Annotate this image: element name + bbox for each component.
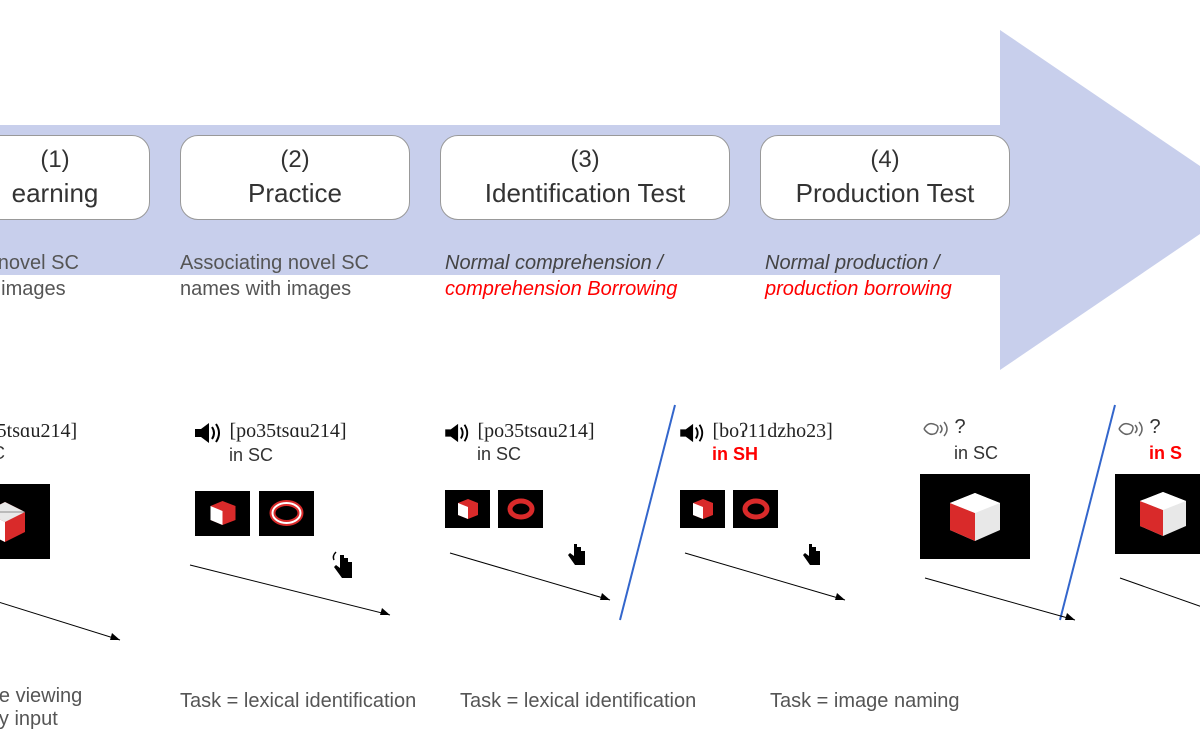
stage-title-1: earning: [0, 178, 129, 209]
stage-box-4: (4) Production Test: [760, 135, 1010, 220]
timeline-arrow-2: [180, 555, 410, 635]
desc-3-line2: comprehension Borrowing: [445, 276, 677, 302]
desc-3: Normal comprehension / comprehension Bor…: [445, 250, 677, 302]
lang-2: in SC: [229, 445, 347, 466]
stage-box-3: (3) Identification Test: [440, 135, 730, 220]
desc-3-line1: Normal comprehension /: [445, 250, 677, 276]
stage-title-2: Practice: [201, 178, 389, 209]
stimulus-image-3b2: [733, 490, 778, 528]
phonetic-3a: [po35tsɑu214]: [477, 420, 594, 442]
phonetic-3b: [boʔ11dzho23]: [712, 420, 832, 442]
desc-4: Normal production / production borrowing: [765, 250, 952, 302]
speaker-icon: [680, 422, 708, 444]
desc-1-line2: with images: [0, 276, 79, 302]
phonetic-1: [po35tsɑu214]: [0, 420, 77, 443]
cube-icon: [205, 498, 240, 528]
desc-2: Associating novel SC names with images: [180, 250, 369, 302]
example-col1: [po35tsɑu214] In SC 果: [0, 420, 77, 586]
example-col3a: [po35tsɑu214] in SC: [445, 420, 595, 533]
stimulus-image-4a: [920, 474, 1030, 559]
cube-icon: [454, 497, 482, 521]
task-1: mage viewing ditory input: [0, 685, 82, 731]
stimulus-image-3b1: [680, 490, 725, 528]
stage-title-4: Production Test: [781, 178, 989, 209]
desc-2-line2: names with images: [180, 276, 369, 302]
stimulus-image-1: [0, 484, 50, 559]
stimulus-image-2a: [195, 491, 250, 536]
task-3: Task = lexical identification: [460, 690, 696, 713]
task-4: Task = image naming: [770, 690, 960, 713]
stage-num-1: (1): [0, 146, 129, 174]
desc-4-line2: production borrowing: [765, 276, 952, 302]
question-4a: ?: [954, 416, 965, 438]
stimulus-image-3a1: [445, 490, 490, 528]
lang-1: In SC: [0, 443, 77, 464]
phonetic-2: [po35tsɑu214]: [229, 420, 346, 442]
example-col4a: ? in SC: [920, 415, 1030, 564]
desc-2-line1: Associating novel SC: [180, 250, 369, 276]
lang-4a: in SC: [954, 443, 1030, 464]
timeline-arrow-3a: [445, 545, 625, 615]
stage-num-4: (4): [781, 146, 989, 174]
desc-4-line1: Normal production /: [765, 250, 952, 276]
cube-icon: [1132, 488, 1194, 540]
cube-icon: [940, 488, 1010, 546]
lang-4b: in S: [1149, 443, 1200, 464]
timeline-arrow-4b: [1115, 570, 1200, 630]
timeline-arrow-1: [0, 580, 140, 660]
speaker-icon: [195, 421, 225, 445]
ring-icon: [507, 497, 535, 521]
speaker-icon: [445, 422, 473, 444]
example-col4b: ? in S: [1115, 415, 1200, 559]
stage-box-1: (1) earning: [0, 135, 150, 220]
stimulus-image-2b: [259, 491, 314, 536]
task-1-line2: ditory input: [0, 708, 82, 731]
cube-icon: [0, 497, 35, 547]
desc-1: ting novel SC with images: [0, 250, 79, 302]
mouth-speak-icon: [1115, 415, 1145, 443]
cube-icon: [689, 497, 717, 521]
example-col3b: [boʔ11dzho23] in SH: [680, 420, 833, 533]
task-2: Task = lexical identification: [180, 690, 416, 713]
task-1-line1: mage viewing: [0, 685, 82, 708]
stage-num-3: (3): [461, 146, 709, 174]
lang-3b: in SH: [712, 444, 833, 465]
question-4b: ?: [1149, 416, 1160, 438]
example-col2: [po35tsɑu214] in SC: [195, 420, 347, 541]
desc-1-line1: ting novel SC: [0, 250, 79, 276]
lang-3a: in SC: [477, 444, 595, 465]
ring-icon: [742, 497, 770, 521]
timeline-arrow-3b: [680, 545, 860, 615]
stimulus-image-3a2: [498, 490, 543, 528]
timeline-arrow-4a: [920, 570, 1090, 635]
stage-num-2: (2): [201, 146, 389, 174]
stage-box-2: (2) Practice: [180, 135, 410, 220]
stimulus-image-4b: [1115, 474, 1200, 554]
mouth-speak-icon: [920, 415, 950, 443]
stage-title-3: Identification Test: [461, 178, 709, 209]
ring-icon: [269, 498, 304, 528]
